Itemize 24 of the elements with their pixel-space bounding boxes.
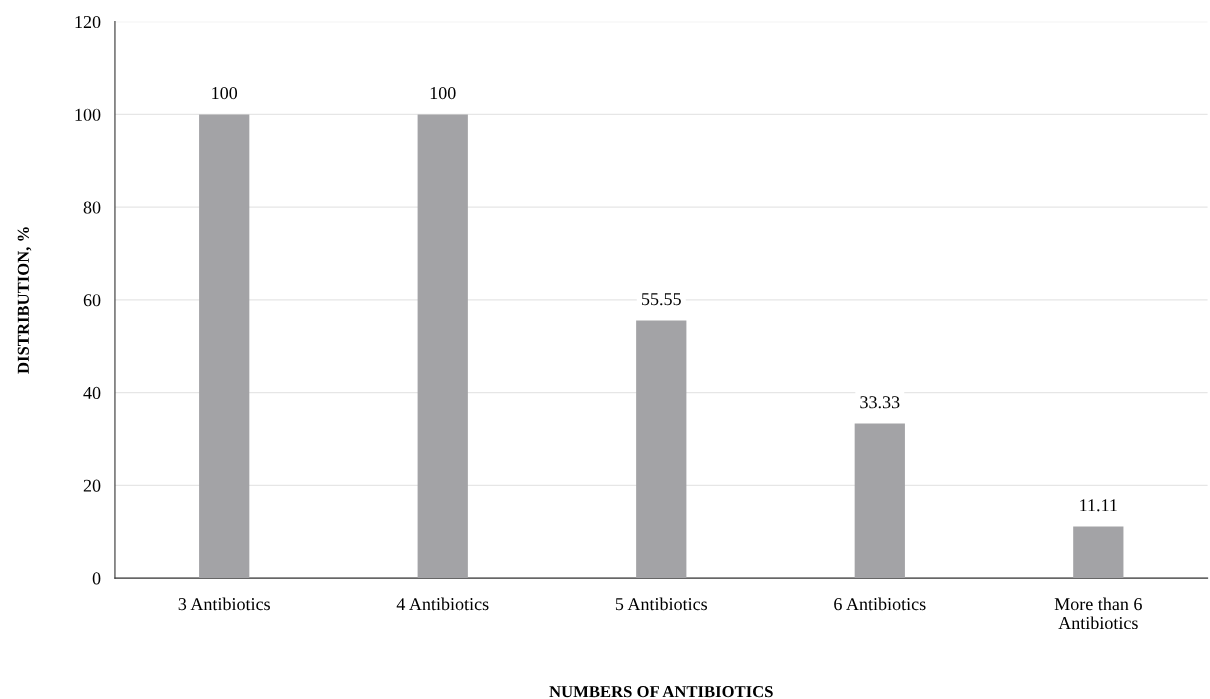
y-tick-label: 20 — [83, 479, 101, 492]
y-tick-label: 120 — [75, 15, 101, 29]
x-tick-label: 5 Antibiotics — [615, 597, 708, 611]
bar — [199, 114, 250, 579]
x-tick-label: 3 Antibiotics — [178, 597, 270, 611]
bar — [636, 320, 687, 579]
x-tick-label: More than 6 Antibiotics — [1054, 597, 1142, 630]
data-label: 11.11 — [1080, 499, 1117, 512]
data-label: 100 — [430, 86, 456, 100]
y-tick-label: 100 — [75, 108, 101, 121]
y-tick-label: 40 — [83, 386, 101, 400]
y-tick-label: 80 — [83, 201, 101, 214]
x-axis-title: NUMBERS OF ANTIBIOTICS — [549, 686, 773, 698]
x-tick-label: 4 Antibiotics — [396, 597, 489, 611]
y-axis-title: DISTRIBUTION, % — [17, 227, 32, 374]
y-tick-label: 60 — [83, 294, 101, 307]
bar — [1073, 526, 1124, 579]
y-tick-label: 0 — [92, 572, 101, 585]
data-label: 55.55 — [642, 293, 681, 306]
bar — [854, 423, 905, 579]
data-label: 100 — [212, 86, 238, 100]
data-label: 33.33 — [860, 396, 900, 409]
x-tick-label: 6 Antibiotics — [834, 597, 926, 611]
bar — [417, 114, 468, 579]
